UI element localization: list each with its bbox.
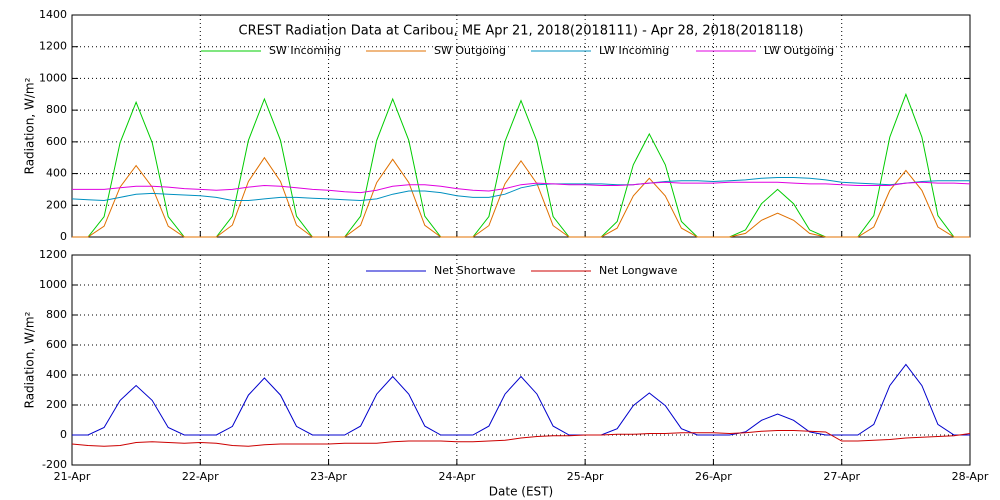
y-tick-label: 1400 [39,8,67,21]
series-line [72,181,971,194]
y-tick-label: 1200 [39,40,67,53]
y-tick-label: 400 [46,167,67,180]
plot-frame [71,14,971,238]
series-line [71,177,970,202]
y-axis-label: Radiation, W/m² [23,311,37,408]
y-tick-label: 600 [46,135,67,148]
series-line [71,430,971,447]
y-tick-label: 400 [46,368,67,381]
chart-title: CREST Radiation Data at Caribou, ME Apr … [239,24,804,39]
y-tick-label: 600 [46,338,67,351]
x-tick-label: 26-Apr [695,470,732,483]
legend-label: SW Incoming [269,44,341,57]
y-tick-label: 1000 [39,71,67,84]
legend-label: LW Incoming [599,44,669,57]
y-tick-label: -200 [42,458,67,471]
legend-label: SW Outgoing [434,44,506,57]
y-tick-label: 800 [46,308,67,321]
y-tick-label: 0 [60,428,67,441]
series-line [72,156,970,238]
x-tick-label: 21-Apr [54,470,91,483]
y-tick-label: 800 [46,103,67,116]
x-tick-label: 28-Apr [952,470,989,483]
x-tick-label: 24-Apr [438,470,475,483]
series-line [72,92,970,238]
y-tick-label: 1200 [39,248,67,261]
y-tick-label: 1000 [39,278,67,291]
x-tick-label: 25-Apr [567,470,604,483]
legend-label: Net Shortwave [434,264,516,277]
plot-frame [71,254,971,466]
y-tick-label: 200 [46,398,67,411]
legend-label: LW Outgoing [764,44,834,57]
legend-label: Net Longwave [599,264,678,277]
y-tick-label: 0 [60,230,67,243]
x-tick-label: 22-Apr [182,470,219,483]
series-line [72,363,970,436]
x-tick-label: 27-Apr [823,470,860,483]
y-axis-label: Radiation, W/m² [23,77,37,174]
x-tick-label: 23-Apr [310,470,347,483]
y-tick-label: 200 [46,198,67,211]
x-axis-label: Date (EST) [489,485,553,499]
